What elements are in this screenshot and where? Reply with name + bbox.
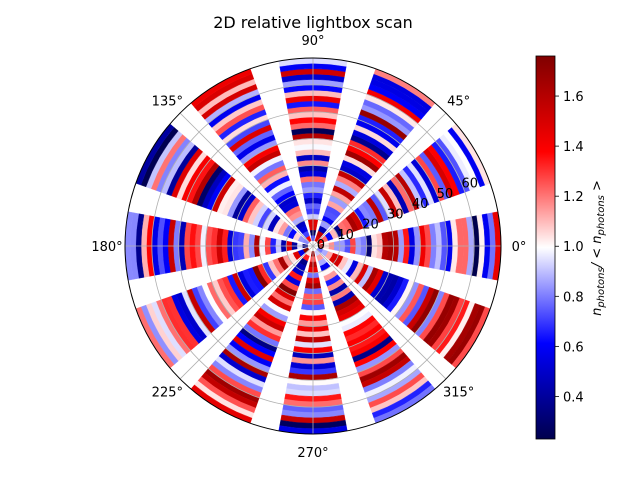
colorbar-tick-label: 1.0 xyxy=(563,240,584,255)
colorbar-gradient xyxy=(535,55,556,440)
angular-gridline xyxy=(179,112,314,247)
theta-tick-label: 180° xyxy=(91,240,122,255)
colorbar-tick-label: 1.2 xyxy=(563,190,584,205)
r-tick-label: 60 xyxy=(461,177,478,192)
polar-grid xyxy=(125,58,501,434)
r-tick-label: 10 xyxy=(337,228,354,243)
r-tick-label: 30 xyxy=(387,207,404,222)
theta-tick-label: 225° xyxy=(152,386,183,401)
colorbar-label: nphotons/ < nphotons > xyxy=(590,180,607,316)
colorbar-tick-label: 0.8 xyxy=(563,290,584,305)
theta-tick-label: 0° xyxy=(512,240,527,255)
r-tick-label: 40 xyxy=(412,197,429,212)
theta-tick-label: 135° xyxy=(152,94,183,109)
r-tick-label: 50 xyxy=(437,187,454,202)
angular-gridline xyxy=(179,245,314,380)
polar-outline xyxy=(124,57,502,435)
colorbar-tick-label: 0.6 xyxy=(563,340,584,355)
colorbar-tick-label: 1.6 xyxy=(563,90,584,105)
polar-axes: 0° 45° 90° 135° 180° 225° 270° 315° 0 10 20 30 40 50 6… xyxy=(91,34,526,461)
theta-tick-label: 315° xyxy=(443,386,474,401)
colorbar-tick-label: 0.4 xyxy=(563,390,584,405)
theta-tick-label: 90° xyxy=(301,34,324,49)
colorbar-tick-label: 1.4 xyxy=(563,140,584,155)
r-tick-label: 20 xyxy=(362,218,379,233)
chart-title: 2D relative lightbox scan xyxy=(213,13,413,32)
theta-tick-label: 45° xyxy=(447,94,470,109)
r-tick-label: 0 xyxy=(317,238,325,253)
colorbar: 0.4 0.6 0.8 1.0 1.2 1.4 1.6 nphotons/ < nphoton… xyxy=(535,55,607,440)
angular-gridline xyxy=(312,112,447,247)
angular-gridline xyxy=(312,245,447,380)
theta-tick-label: 270° xyxy=(297,446,328,461)
